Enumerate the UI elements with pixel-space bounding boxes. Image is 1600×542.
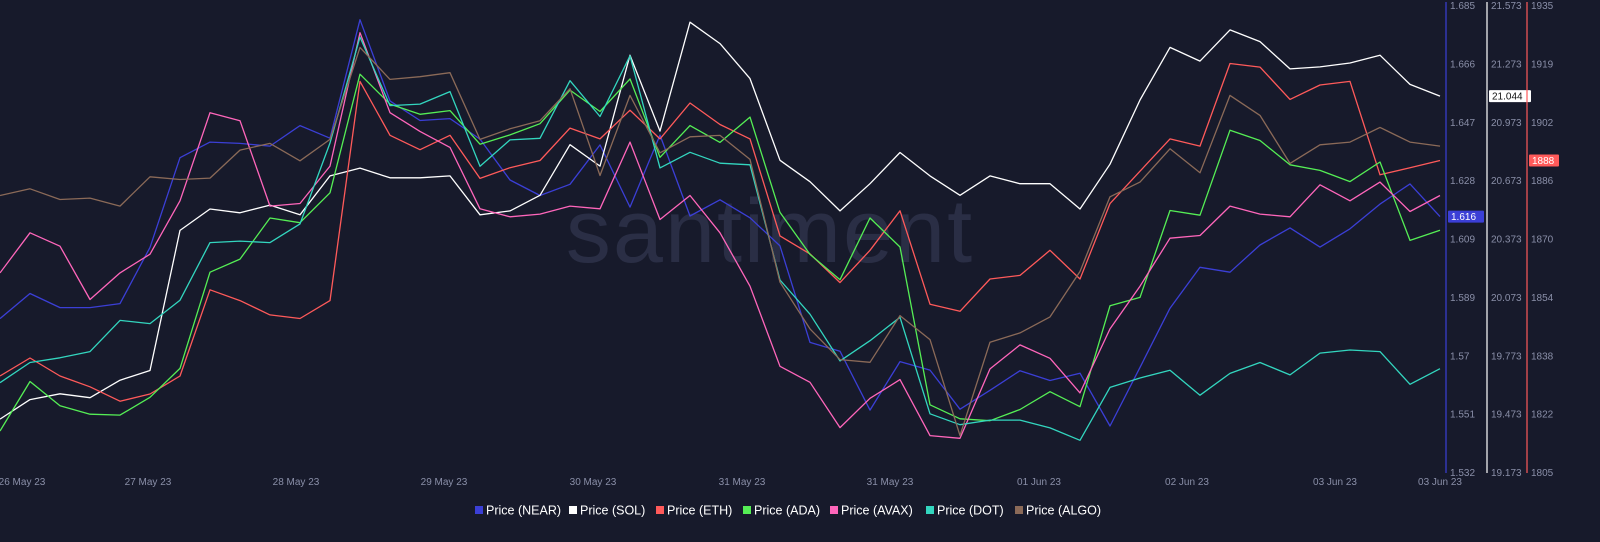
y-tick-label-near: 1.589: [1450, 293, 1475, 304]
series-line-pricenear: [0, 19, 1441, 427]
legend-item-priceada[interactable]: Price (ADA): [743, 504, 820, 518]
y-tick-label-sol: 20.673: [1491, 176, 1522, 187]
y-tick-label-near: 1.628: [1450, 176, 1475, 187]
legend-label: Price (ADA): [754, 504, 820, 518]
legend-item-pricenear[interactable]: Price (NEAR): [475, 504, 561, 518]
y-tick-label-eth: 1919: [1531, 59, 1554, 70]
legend-item-pricealgo[interactable]: Price (ALGO): [1015, 504, 1101, 518]
y-tick-label-eth: 1805: [1531, 468, 1554, 479]
series-line-pricealgo: [0, 46, 1441, 437]
y-tick-label-eth: 1902: [1531, 118, 1554, 129]
legend-label: Price (ETH): [667, 504, 732, 518]
y-tick-label-near: 1.666: [1450, 59, 1475, 70]
y-tick-label-eth: 1854: [1531, 293, 1554, 304]
y-tick-label-sol: 19.473: [1491, 410, 1522, 421]
y-tick-label-near: 1.685: [1450, 1, 1475, 12]
series-line-pricedot: [0, 36, 1441, 441]
legend[interactable]: Price (NEAR) Price (SOL) Price (ETH) Price …: [475, 504, 1101, 518]
x-tick-label: 01 Jun 23: [1017, 477, 1061, 488]
y-tick-label-sol: 19.773: [1491, 351, 1522, 362]
current-value-tag-near: 1.616: [1448, 210, 1484, 223]
y-tick-label-sol: 21.273: [1491, 59, 1522, 70]
santiment-watermark: santiment: [566, 182, 974, 282]
legend-label: Price (AVAX): [841, 504, 913, 518]
x-tick-label: 31 May 23: [719, 477, 766, 488]
x-tick-label: 03 Jun 23: [1313, 477, 1357, 488]
y-tick-label-eth: 1870: [1531, 235, 1554, 246]
y-tick-label-eth: 1935: [1531, 1, 1554, 12]
current-value-tag-eth: 1888: [1529, 154, 1559, 167]
y-tick-label-near: 1.647: [1450, 118, 1475, 129]
x-tick-label: 31 May 23: [867, 477, 914, 488]
y-tick-label-sol: 20.373: [1491, 235, 1522, 246]
legend-swatch: [656, 506, 664, 514]
x-axis: 26 May 23 27 May 23 28 May 23 29 May 23 30 M…: [0, 477, 1462, 488]
y-tick-label-near: 1.609: [1450, 235, 1475, 246]
legend-swatch: [475, 506, 483, 514]
x-tick-label: 29 May 23: [421, 477, 468, 488]
legend-item-pricesol[interactable]: Price (SOL): [569, 504, 645, 518]
y-tick-label-sol: 19.173: [1491, 468, 1522, 479]
y-tick-label-eth: 1838: [1531, 351, 1554, 362]
legend-swatch: [830, 506, 838, 514]
y-tick-label-sol: 20.073: [1491, 293, 1522, 304]
y-axes: 1.685 1.666 1.647 1.628 1.609 1.589 1.57 1.551 1…: [1445, 1, 1559, 479]
legend-swatch: [926, 506, 934, 514]
svg-text:1888: 1888: [1532, 156, 1555, 167]
y-tick-label-near: 1.57: [1450, 351, 1470, 362]
legend-label: Price (DOT): [937, 504, 1004, 518]
y-tick-label-near: 1.532: [1450, 468, 1475, 479]
x-tick-label: 30 May 23: [570, 477, 617, 488]
series-lines: [0, 19, 1441, 441]
svg-text:21.044: 21.044: [1492, 92, 1523, 103]
series-line-pricesol: [0, 21, 1441, 420]
y-tick-label-sol: 20.973: [1491, 118, 1522, 129]
x-tick-label: 02 Jun 23: [1165, 477, 1209, 488]
current-value-tag-sol: 21.044: [1489, 90, 1531, 103]
legend-label: Price (NEAR): [486, 504, 561, 518]
legend-item-pricedot[interactable]: Price (DOT): [926, 504, 1004, 518]
x-tick-label: 26 May 23: [0, 477, 46, 488]
legend-swatch: [743, 506, 751, 514]
y-tick-label-eth: 1822: [1531, 410, 1554, 421]
legend-swatch: [569, 506, 577, 514]
legend-item-priceeth[interactable]: Price (ETH): [656, 504, 732, 518]
x-tick-label: 27 May 23: [125, 477, 172, 488]
series-line-priceeth: [0, 62, 1441, 402]
x-tick-label: 03 Jun 23: [1418, 477, 1462, 488]
y-tick-label-sol: 21.573: [1491, 1, 1522, 12]
y-tick-label-eth: 1886: [1531, 176, 1554, 187]
svg-text:1.616: 1.616: [1451, 212, 1476, 223]
y-tick-label-near: 1.551: [1450, 410, 1475, 421]
legend-swatch: [1015, 506, 1023, 514]
x-tick-label: 28 May 23: [273, 477, 320, 488]
legend-label: Price (SOL): [580, 504, 645, 518]
series-line-priceavax: [0, 32, 1441, 439]
legend-label: Price (ALGO): [1026, 504, 1101, 518]
series-line-priceada: [0, 73, 1441, 432]
legend-item-priceavax[interactable]: Price (AVAX): [830, 504, 913, 518]
